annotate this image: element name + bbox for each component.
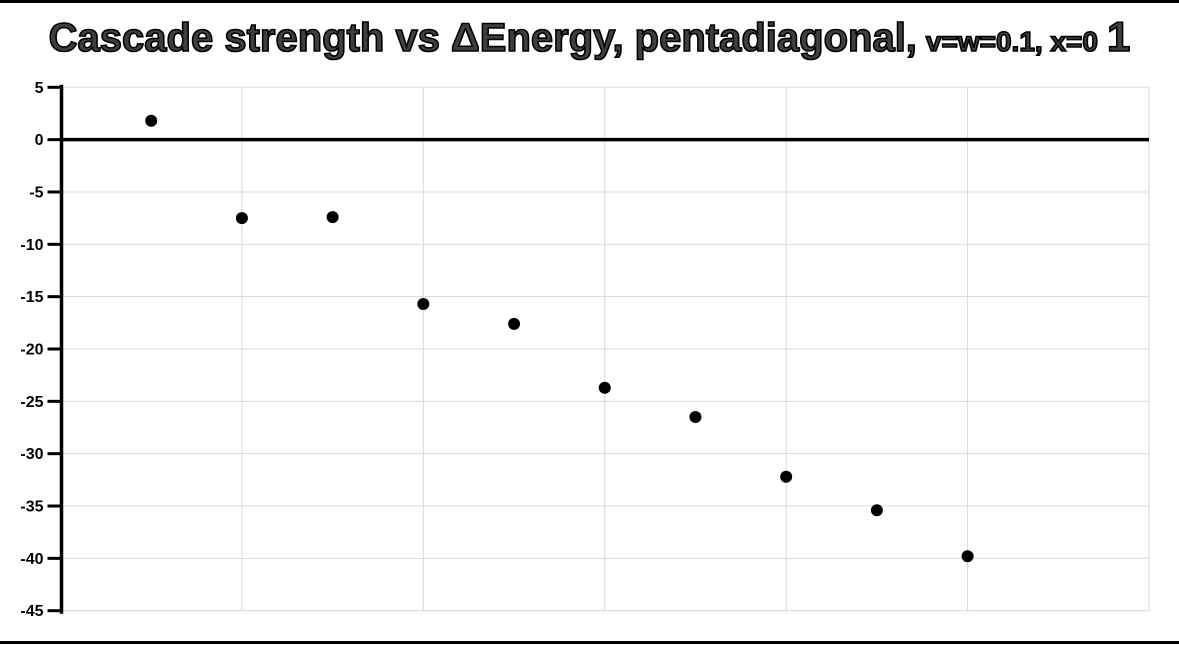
- scatter-point: [961, 550, 974, 563]
- y-axis-tick-label: -35: [20, 499, 43, 516]
- scatter-point: [870, 504, 883, 517]
- y-axis-tick-label: -5: [29, 184, 43, 201]
- scatter-point: [417, 297, 430, 310]
- scatter-point: [326, 211, 339, 224]
- scatter-point: [235, 212, 248, 225]
- chart-title-params: v=w=0.1, x=0: [925, 25, 1099, 58]
- y-axis-tick-label: -45: [20, 603, 43, 620]
- y-axis-tick-label: -40: [20, 551, 43, 568]
- chart-title-main: Cascade strength vs ΔEnergy, pentadiagon…: [48, 15, 918, 61]
- y-axis-tick-label: -15: [20, 289, 43, 306]
- y-axis-tick-label: 5: [35, 80, 44, 97]
- scatter-point: [508, 317, 521, 330]
- y-axis-tick-label: -20: [20, 342, 43, 359]
- scatter-point: [598, 381, 611, 394]
- y-axis-tick-label: -30: [20, 446, 43, 463]
- scatter-point: [780, 470, 793, 483]
- y-axis-tick-label: -10: [20, 237, 43, 254]
- y-axis-tick-label: -25: [20, 394, 43, 411]
- scatter-point: [689, 411, 702, 424]
- scatter-point: [145, 114, 158, 127]
- chart-title-suffix: 1: [1106, 12, 1131, 61]
- y-axis-tick-label: 0: [35, 132, 44, 149]
- chart-title: Cascade strength vs ΔEnergy, pentadiagon…: [0, 12, 1179, 72]
- chart-top-border: [0, 0, 1179, 3]
- chart-bottom-border: [0, 641, 1179, 644]
